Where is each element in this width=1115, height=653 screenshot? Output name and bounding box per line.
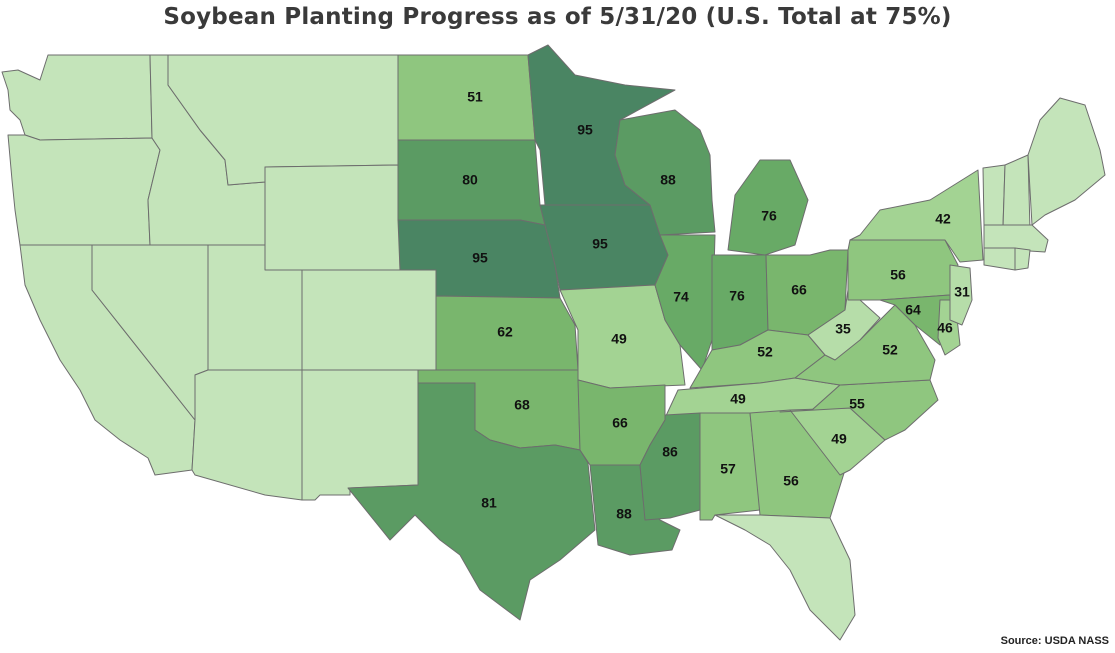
state-ct <box>983 247 1016 271</box>
state-value-va: 52 <box>882 342 898 358</box>
state-value-sc: 49 <box>831 431 847 447</box>
state-ri <box>1014 247 1031 271</box>
state-value-ne: 95 <box>472 250 488 266</box>
state-value-mo: 49 <box>611 331 627 347</box>
state-value-md: 64 <box>905 302 921 318</box>
state-value-wi: 88 <box>660 172 676 188</box>
state-wa <box>1 54 153 141</box>
state-value-ny: 42 <box>935 211 951 227</box>
state-value-pa: 56 <box>890 267 906 283</box>
state-value-ok: 68 <box>514 397 530 413</box>
source-note: Source: USDA NASS <box>1000 635 1109 647</box>
state-value-in: 76 <box>729 288 745 304</box>
state-ks <box>435 295 579 371</box>
state-nj <box>949 264 973 326</box>
state-wi <box>614 109 716 236</box>
state-value-ks: 62 <box>497 324 513 340</box>
state-az <box>191 369 303 501</box>
state-value-tx: 81 <box>481 495 497 511</box>
state-ga <box>749 409 846 519</box>
state-value-tn: 49 <box>730 391 746 407</box>
map-title: Soybean Planting Progress as of 5/31/20 … <box>163 4 952 30</box>
state-value-sd: 80 <box>462 172 478 188</box>
state-value-ia: 95 <box>592 236 608 252</box>
state-value-nj: 31 <box>954 284 970 300</box>
state-vt <box>982 164 1006 226</box>
state-ny <box>849 169 984 263</box>
state-co <box>301 269 437 371</box>
state-value-ga: 56 <box>783 473 799 489</box>
state-nh <box>1002 154 1031 231</box>
state-tx <box>347 382 596 621</box>
state-value-ky: 52 <box>757 344 773 360</box>
state-ma <box>983 224 1049 253</box>
state-value-nc: 55 <box>849 396 865 412</box>
state-mi <box>727 159 809 256</box>
state-value-oh: 66 <box>791 282 807 298</box>
state-nc <box>779 379 939 441</box>
state-value-ms: 86 <box>662 444 678 460</box>
state-value-de: 46 <box>937 320 953 336</box>
state-or <box>7 134 161 246</box>
state-nm <box>301 369 419 501</box>
state-value-il: 74 <box>673 289 689 305</box>
state-fl <box>714 514 856 641</box>
state-me <box>1027 97 1106 226</box>
state-wv <box>807 289 881 361</box>
state-wy <box>264 164 401 271</box>
state-value-ar: 66 <box>612 415 628 431</box>
state-value-mn: 95 <box>577 122 593 138</box>
state-value-wv: 35 <box>835 321 851 337</box>
state-value-nd: 51 <box>467 89 483 105</box>
state-value-mi: 76 <box>761 208 777 224</box>
state-value-al: 57 <box>720 461 736 477</box>
state-value-la: 88 <box>616 506 632 522</box>
